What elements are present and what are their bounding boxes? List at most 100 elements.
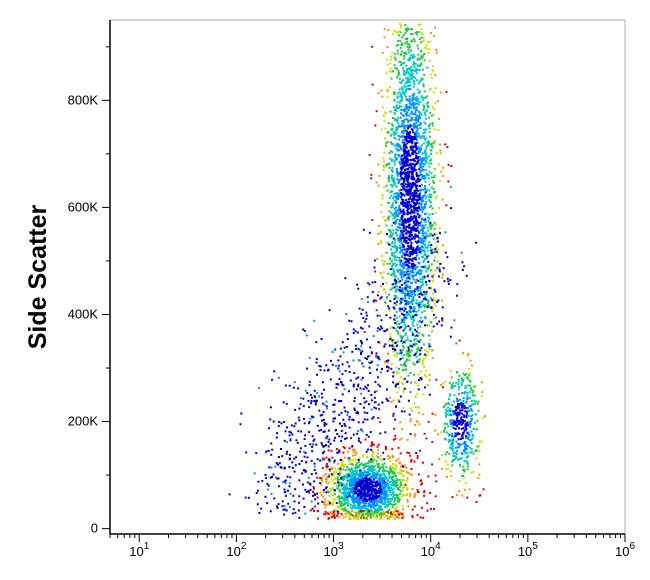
event-point (342, 493, 345, 496)
event-point (422, 224, 425, 227)
event-point (469, 384, 472, 387)
event-point (433, 251, 436, 254)
event-point (395, 132, 398, 135)
event-point (420, 197, 423, 200)
event-point (391, 259, 393, 262)
event-point (480, 440, 483, 443)
event-point (411, 290, 414, 292)
event-point (407, 152, 410, 155)
event-point (461, 418, 464, 421)
event-point (398, 71, 401, 74)
event-point (380, 501, 383, 504)
event-point (420, 188, 423, 191)
event-point (396, 496, 398, 499)
event-point (400, 86, 403, 89)
event-point (358, 466, 361, 469)
event-point (382, 283, 384, 285)
event-point (371, 484, 374, 487)
event-point (331, 515, 334, 518)
event-point (409, 351, 412, 354)
event-point (406, 202, 409, 205)
event-point (389, 229, 392, 232)
event-point (452, 439, 455, 442)
event-point (384, 291, 387, 294)
event-point (425, 212, 428, 215)
event-point (395, 514, 398, 517)
event-point (378, 408, 381, 411)
event-point (417, 64, 420, 67)
event-point (368, 355, 371, 358)
event-point (388, 497, 391, 500)
event-point (419, 214, 422, 217)
event-point (385, 397, 388, 400)
event-point (398, 88, 401, 91)
event-point (406, 107, 409, 110)
event-point (456, 421, 459, 424)
event-point (409, 159, 412, 162)
event-point (346, 492, 349, 495)
event-point (373, 512, 376, 515)
event-point (427, 51, 430, 54)
event-point (355, 478, 358, 481)
event-point (338, 478, 341, 481)
event-point (318, 365, 321, 367)
event-point (427, 350, 430, 353)
event-point (406, 291, 409, 294)
event-point (428, 125, 430, 127)
event-point (417, 53, 420, 56)
event-point (394, 282, 397, 285)
event-point (255, 452, 258, 455)
event-point (403, 475, 405, 478)
event-point (419, 449, 421, 452)
event-point (450, 165, 453, 167)
event-point (312, 416, 315, 419)
event-point (408, 219, 411, 222)
event-point (359, 485, 362, 488)
event-point (424, 266, 427, 269)
event-point (404, 295, 407, 297)
event-point (461, 405, 463, 408)
event-point (407, 59, 410, 62)
event-point (425, 270, 428, 273)
event-point (354, 473, 357, 476)
event-point (353, 372, 356, 375)
event-point (388, 180, 391, 183)
event-point (378, 482, 381, 485)
event-point (410, 226, 413, 229)
event-point (427, 305, 430, 308)
event-point (368, 469, 371, 472)
event-point (397, 43, 400, 46)
event-point (422, 132, 425, 135)
event-point (398, 462, 401, 465)
event-point (398, 359, 401, 362)
event-point (389, 62, 392, 65)
event-point (346, 475, 349, 478)
event-point (342, 418, 345, 421)
event-point (390, 512, 393, 515)
event-point (382, 510, 385, 513)
event-point (413, 92, 416, 95)
event-point (446, 409, 449, 412)
event-point (377, 490, 380, 493)
event-point (355, 499, 358, 502)
event-point (392, 493, 395, 496)
event-point (354, 516, 357, 519)
event-point (420, 224, 423, 227)
event-point (419, 249, 422, 252)
event-point (383, 260, 386, 263)
event-point (337, 516, 340, 519)
event-point (404, 307, 407, 310)
event-point (334, 477, 337, 480)
event-point (327, 475, 330, 478)
event-point (304, 488, 307, 491)
event-point (440, 170, 443, 173)
event-point (413, 339, 416, 342)
event-point (400, 211, 403, 214)
event-point (390, 401, 393, 404)
event-point (310, 415, 313, 418)
event-point (396, 49, 399, 52)
event-point (389, 110, 392, 113)
event-point (300, 430, 303, 433)
event-point (373, 497, 375, 500)
event-point (434, 211, 437, 214)
